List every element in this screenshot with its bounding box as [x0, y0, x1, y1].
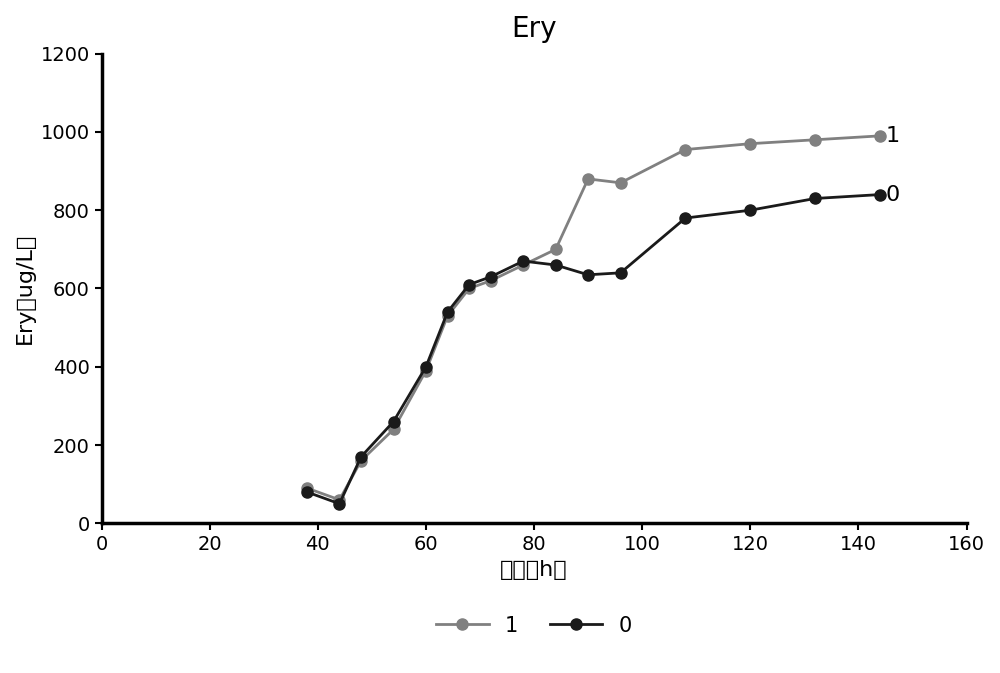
0	[582, 271, 594, 279]
Y-axis label: Ery（ug/L）: Ery（ug/L）	[15, 233, 35, 344]
0	[485, 273, 497, 281]
0	[301, 488, 313, 496]
1	[333, 496, 345, 504]
1	[301, 484, 313, 492]
1	[463, 285, 475, 293]
1	[809, 136, 821, 144]
0	[550, 261, 562, 269]
X-axis label: 时间（h）: 时间（h）	[500, 560, 568, 579]
1	[582, 175, 594, 183]
Line: 1: 1	[301, 131, 886, 505]
0	[463, 281, 475, 289]
Text: 1: 1	[885, 126, 900, 146]
0	[517, 257, 529, 265]
1	[550, 246, 562, 254]
0	[442, 308, 454, 316]
1	[355, 457, 367, 465]
0	[333, 500, 345, 508]
1	[442, 312, 454, 320]
1	[679, 145, 691, 153]
1	[874, 132, 886, 140]
0	[615, 269, 627, 277]
0	[809, 194, 821, 203]
1	[388, 425, 400, 433]
1	[615, 179, 627, 187]
Text: 0: 0	[885, 184, 900, 205]
Legend: 1, 0: 1, 0	[428, 607, 640, 645]
0	[355, 453, 367, 461]
0	[679, 214, 691, 222]
0	[744, 206, 756, 214]
1	[744, 139, 756, 147]
1	[420, 367, 432, 375]
1	[485, 277, 497, 285]
0	[388, 417, 400, 425]
Line: 0: 0	[301, 189, 886, 509]
0	[420, 363, 432, 371]
1	[517, 261, 529, 269]
0	[874, 190, 886, 199]
Title: Ery: Ery	[511, 15, 557, 43]
